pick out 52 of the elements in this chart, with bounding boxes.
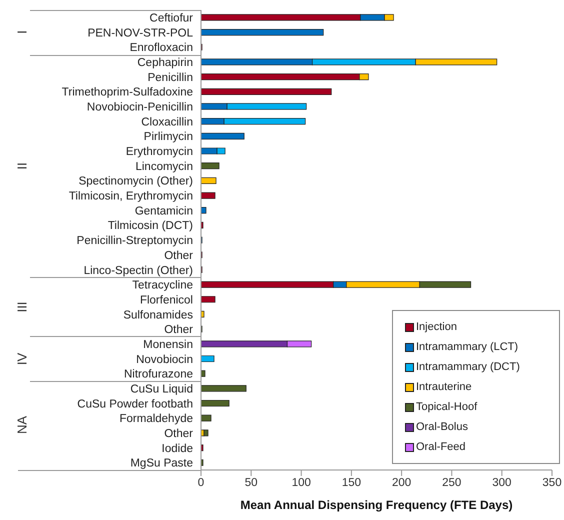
legend-label: Intramammary (LCT) xyxy=(416,341,518,353)
y-tick-label: Cloxacillin xyxy=(141,116,193,128)
y-tick-label: Lincomycin xyxy=(135,160,193,173)
y-tick-label: Penicillin-Streptomycin xyxy=(76,235,193,248)
x-tick-label: 0 xyxy=(198,477,204,490)
y-tick-label: Other xyxy=(164,324,194,336)
y-tick-label: PEN-NOV-STR-POL xyxy=(88,27,194,40)
x-tick-label: 200 xyxy=(392,477,412,490)
y-tick-label: Tilmicosin, Erythromycin xyxy=(68,190,193,203)
y-tick-label: Formaldehyde xyxy=(119,413,193,426)
y-tick-label: Novobiocin xyxy=(136,354,193,366)
x-tick-label: 250 xyxy=(442,477,462,490)
y-tick-label: Iodide xyxy=(162,442,193,455)
text: NA xyxy=(14,416,30,434)
y-tick-label: Tilmicosin (DCT) xyxy=(108,220,194,232)
y-tick-label: Florfenicol xyxy=(140,294,193,306)
x-tick-label: 300 xyxy=(492,477,512,490)
legend-label: Intrauterine xyxy=(416,381,472,393)
x-tick-label: 100 xyxy=(292,477,311,490)
legend-label: Oral-Feed xyxy=(416,441,466,453)
x-axis-title: Mean Annual Dispensing Frequency (FTE Days) xyxy=(239,498,514,512)
y-tick-label: Other xyxy=(164,428,194,440)
y-tick-label: Monensin xyxy=(143,338,193,351)
legend-label: Oral-Bolus xyxy=(416,421,468,433)
y-tick-label: Pirlimycin xyxy=(144,131,193,144)
y-tick-label: Nitrofurazone xyxy=(124,368,193,381)
x-tick-label: 50 xyxy=(244,477,258,490)
y-tick-label: Tetracycline xyxy=(132,280,193,292)
y-tick-label: Sulfonamides xyxy=(123,309,194,322)
y-tick-label: Erythromycin xyxy=(126,146,193,158)
y-tick-label: Ceftiofur xyxy=(150,12,194,24)
text: IV xyxy=(14,352,30,365)
y-tick-label: Enrofloxacin xyxy=(130,42,193,54)
legend-label: Intramammary (DCT) xyxy=(416,361,520,373)
text: I xyxy=(14,30,30,34)
y-tick-label: CuSu Liquid xyxy=(130,383,193,396)
legend-label: Topical-Hoof xyxy=(416,401,478,413)
y-tick-label: Cephapirin xyxy=(137,57,193,70)
text: II xyxy=(14,162,30,170)
y-tick-label: Penicillin xyxy=(148,72,193,84)
legend-label: Injection xyxy=(416,321,457,333)
y-tick-label: CuSu Powder footbath xyxy=(77,398,193,410)
y-tick-label: Novobiocin-Penicillin xyxy=(86,102,193,114)
y-tick-label: Linco-Spectin (Other) xyxy=(84,264,194,277)
y-tick-label: Spectinomycin (Other) xyxy=(78,176,194,188)
y-tick-label: Gentamicin xyxy=(134,205,193,218)
y-tick-label: Trimethoprim-Sulfadoxine xyxy=(62,86,193,99)
y-tick-label: MgSu Paste xyxy=(130,458,193,470)
text: III xyxy=(14,301,30,312)
x-tick-label: 350 xyxy=(542,477,562,490)
x-tick-label: 150 xyxy=(342,477,362,490)
y-tick-label: Other xyxy=(164,250,194,262)
